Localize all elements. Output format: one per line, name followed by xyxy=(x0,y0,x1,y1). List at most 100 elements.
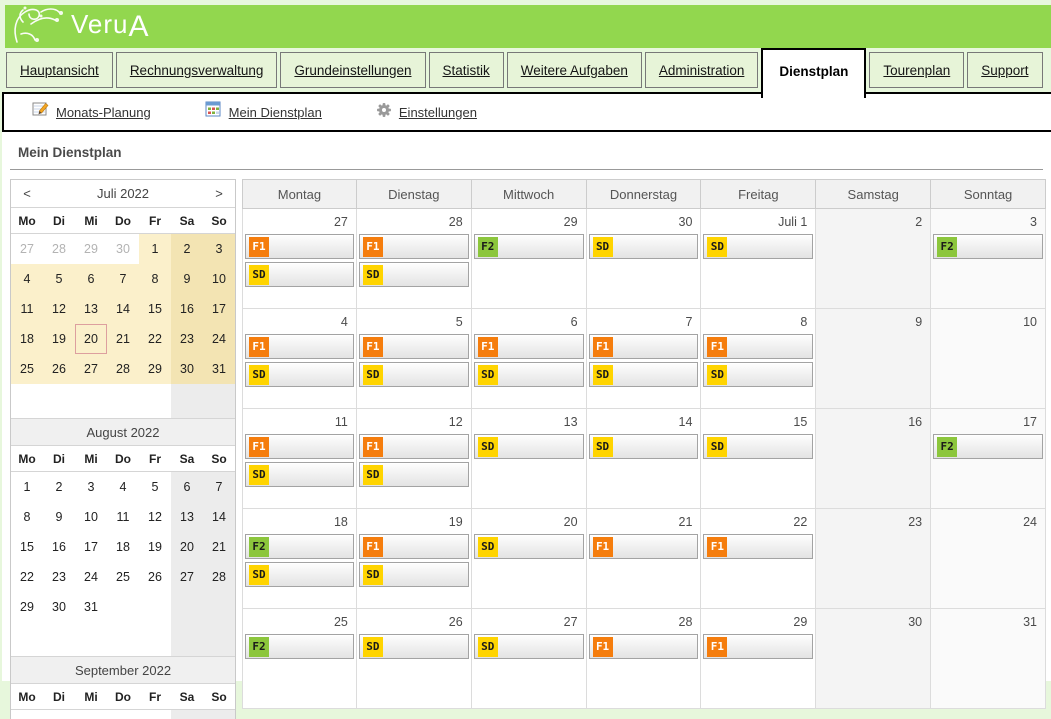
calendar-day-cell[interactable]: 28 F1 xyxy=(586,609,702,709)
mini-day-cell[interactable]: 3 xyxy=(171,710,203,719)
calendar-day-cell[interactable]: 27 F1 SD xyxy=(242,209,357,309)
prev-month-button[interactable]: < xyxy=(23,186,31,201)
calendar-day-cell[interactable]: 28 F1 SD xyxy=(356,209,472,309)
mini-day-cell[interactable]: 8 xyxy=(139,264,171,294)
shift-entry[interactable]: F1 xyxy=(358,234,469,259)
mini-day-cell[interactable]: 27 xyxy=(171,562,203,592)
calendar-day-cell[interactable]: Juli 1 SD xyxy=(701,209,817,309)
calendar-day-cell[interactable]: 3 F2 xyxy=(931,209,1046,309)
calendar-day-cell[interactable]: 13 SD xyxy=(471,409,587,509)
tab-tourenplan[interactable]: Tourenplan xyxy=(869,52,965,88)
next-month-button[interactable]: > xyxy=(215,186,223,201)
tab-dienstplan[interactable]: Dienstplan xyxy=(761,48,867,98)
shift-entry[interactable]: SD xyxy=(473,534,584,559)
mini-day-cell[interactable]: 25 xyxy=(116,570,130,584)
tab-weitere-aufgaben[interactable]: Weitere Aufgaben xyxy=(506,52,642,88)
mini-day-cell[interactable]: 4 xyxy=(203,710,235,719)
mini-day-cell[interactable]: 5 xyxy=(43,264,75,294)
calendar-day-cell[interactable]: 7 F1 SD xyxy=(586,309,702,409)
shift-entry[interactable]: F1 xyxy=(703,634,814,659)
calendar-day-cell[interactable]: 19 F1 SD xyxy=(356,509,472,609)
calendar-day-cell[interactable]: 15 SD xyxy=(701,409,817,509)
shift-entry[interactable]: F1 xyxy=(588,334,699,359)
mini-day-cell[interactable]: 31 xyxy=(203,354,235,384)
shift-entry[interactable]: F1 xyxy=(245,234,354,259)
mini-day-cell[interactable]: 6 xyxy=(75,264,107,294)
mini-day-cell[interactable]: 2 xyxy=(171,234,203,264)
mini-day-cell[interactable]: 24 xyxy=(203,324,235,354)
mini-day-cell[interactable]: 13 xyxy=(171,502,203,532)
calendar-day-cell[interactable]: 30 SD xyxy=(586,209,702,309)
mini-day-cell[interactable]: 16 xyxy=(171,294,203,324)
mini-day-cell[interactable]: 3 xyxy=(87,480,95,494)
shift-entry[interactable]: SD xyxy=(245,362,354,387)
shift-entry[interactable]: F2 xyxy=(473,234,584,259)
shift-entry[interactable]: F1 xyxy=(358,534,469,559)
mini-day-cell[interactable]: 18 xyxy=(11,324,43,354)
shift-entry[interactable]: SD xyxy=(245,462,354,487)
calendar-day-cell[interactable]: 17 F2 xyxy=(931,409,1046,509)
shift-entry[interactable]: F1 xyxy=(588,634,699,659)
shift-entry[interactable]: SD xyxy=(358,362,469,387)
mini-day-cell[interactable]: 30 xyxy=(171,354,203,384)
shift-entry[interactable]: F2 xyxy=(933,434,1043,459)
calendar-day-cell[interactable]: 6 F1 SD xyxy=(471,309,587,409)
mini-day-cell[interactable]: 29 xyxy=(20,600,34,614)
shift-entry[interactable]: SD xyxy=(703,234,814,259)
calendar-day-cell[interactable]: 29 F2 xyxy=(471,209,587,309)
mini-day-cell[interactable]: 1 xyxy=(23,480,31,494)
shift-entry[interactable]: SD xyxy=(588,234,699,259)
mini-day-cell[interactable]: 6 xyxy=(171,472,203,502)
mini-day-cell[interactable]: 15 xyxy=(20,540,34,554)
shift-entry[interactable]: F2 xyxy=(245,534,354,559)
mini-day-cell[interactable]: 21 xyxy=(203,532,235,562)
shift-entry[interactable]: SD xyxy=(588,434,699,459)
calendar-day-cell[interactable]: 10 xyxy=(931,309,1046,409)
shift-entry[interactable]: SD xyxy=(703,362,814,387)
mini-day-cell[interactable]: 9 xyxy=(171,264,203,294)
mini-day-cell[interactable]: 30 xyxy=(107,234,139,264)
mini-day-cell[interactable]: 7 xyxy=(203,472,235,502)
shift-entry[interactable]: F1 xyxy=(588,534,699,559)
mini-day-cell[interactable]: 20 xyxy=(171,532,203,562)
calendar-day-cell[interactable]: 16 xyxy=(816,409,932,509)
calendar-day-cell[interactable]: 24 xyxy=(931,509,1046,609)
mini-day-cell[interactable]: 9 xyxy=(55,510,63,524)
calendar-day-cell[interactable]: 12 F1 SD xyxy=(356,409,472,509)
mini-day-cell[interactable]: 14 xyxy=(107,294,139,324)
shift-entry[interactable]: SD xyxy=(703,434,814,459)
shift-entry[interactable]: SD xyxy=(473,362,584,387)
calendar-day-cell[interactable]: 21 F1 xyxy=(586,509,702,609)
mini-day-cell[interactable]: 29 xyxy=(139,354,171,384)
mini-day-cell[interactable]: 4 xyxy=(119,480,127,494)
shift-entry[interactable]: F1 xyxy=(245,434,354,459)
calendar-day-cell[interactable]: 30 xyxy=(816,609,932,709)
mini-day-cell[interactable]: 26 xyxy=(148,570,162,584)
calendar-day-cell[interactable]: 26 SD xyxy=(356,609,472,709)
mini-day-cell[interactable]: 25 xyxy=(11,354,43,384)
shift-entry[interactable]: SD xyxy=(588,362,699,387)
mini-day-cell[interactable]: 19 xyxy=(43,324,75,354)
mini-day-cell[interactable]: 15 xyxy=(139,294,171,324)
mini-day-cell[interactable]: 22 xyxy=(20,570,34,584)
mini-day-cell[interactable]: 26 xyxy=(43,354,75,384)
shift-entry[interactable]: F1 xyxy=(703,334,814,359)
calendar-day-cell[interactable]: 18 F2 SD xyxy=(242,509,357,609)
subnav-item-monats-planung[interactable]: Monats-Planung xyxy=(32,101,151,123)
mini-day-cell[interactable]: 4 xyxy=(11,264,43,294)
shift-entry[interactable]: SD xyxy=(473,634,584,659)
mini-day-cell[interactable]: 13 xyxy=(75,294,107,324)
mini-day-cell[interactable]: 16 xyxy=(52,540,66,554)
mini-day-cell[interactable]: 10 xyxy=(203,264,235,294)
calendar-day-cell[interactable]: 20 SD xyxy=(471,509,587,609)
shift-entry[interactable]: F1 xyxy=(473,334,584,359)
mini-day-cell[interactable]: 17 xyxy=(203,294,235,324)
shift-entry[interactable]: F1 xyxy=(245,334,354,359)
shift-entry[interactable]: F1 xyxy=(358,334,469,359)
mini-day-cell[interactable]: 27 xyxy=(75,354,107,384)
mini-day-cell[interactable]: 3 xyxy=(203,234,235,264)
mini-day-cell[interactable]: 31 xyxy=(84,600,98,614)
mini-day-cell[interactable]: 28 xyxy=(107,354,139,384)
mini-day-cell[interactable]: 18 xyxy=(116,540,130,554)
mini-day-cell[interactable]: 28 xyxy=(203,562,235,592)
